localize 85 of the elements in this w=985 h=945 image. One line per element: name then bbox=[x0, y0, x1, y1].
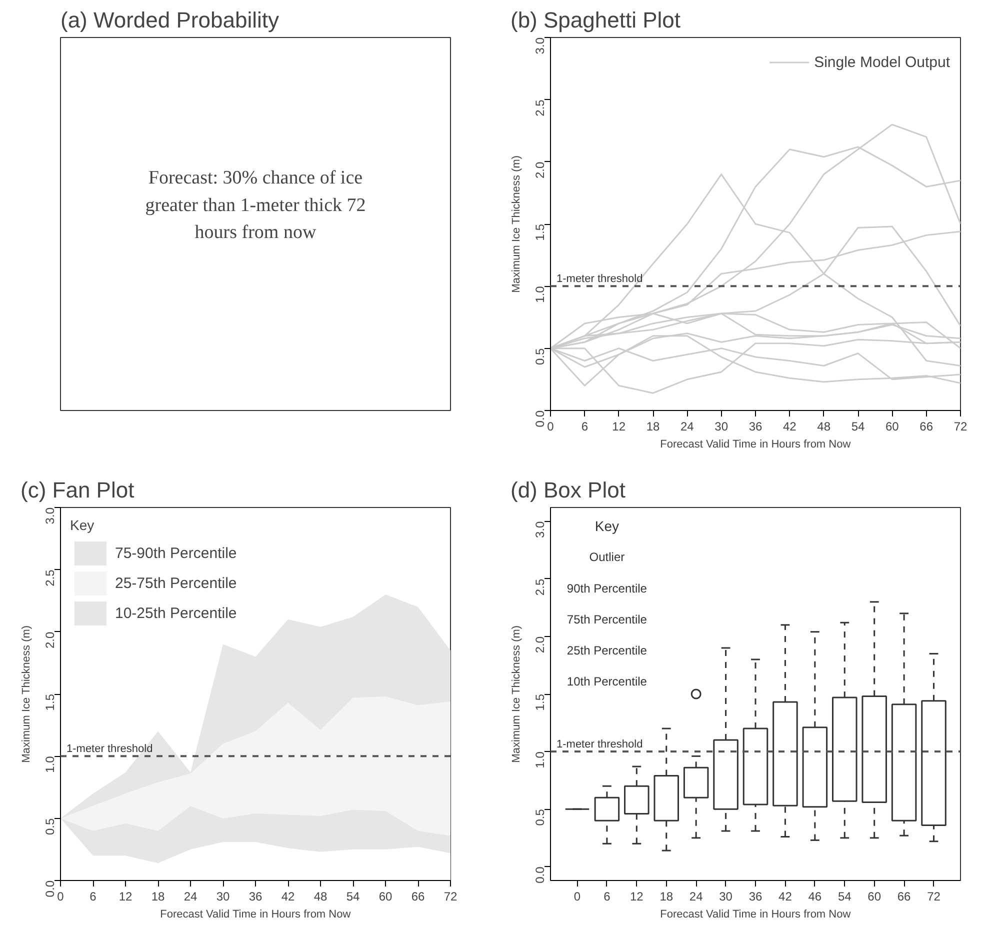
y-tick-label: 0.5 bbox=[43, 818, 57, 836]
x-tick-label: 60 bbox=[378, 890, 392, 904]
x-tick-label: 66 bbox=[897, 890, 912, 904]
x-tick-label: 36 bbox=[748, 420, 762, 434]
chart-title: (c) Fan Plot bbox=[20, 478, 134, 502]
x-tick-label: 24 bbox=[184, 890, 198, 904]
x-tick-label: 72 bbox=[444, 890, 458, 904]
x-tick-label: 66 bbox=[920, 420, 934, 434]
chart-title: (b) Spaghetti Plot bbox=[510, 8, 680, 32]
y-tick-label: 2.0 bbox=[533, 636, 547, 654]
ref-line-label: 1-meter threshold bbox=[556, 738, 643, 751]
x-tick-label: 24 bbox=[680, 420, 694, 434]
x-tick-label: 42 bbox=[281, 890, 295, 904]
annotation: 25th Percentile bbox=[566, 643, 648, 658]
x-tick-label: 12 bbox=[630, 890, 644, 904]
y-tick-label: 3.0 bbox=[533, 37, 547, 54]
x-tick-label: 30 bbox=[714, 420, 728, 434]
legend-label: 10-25th Percentile bbox=[115, 604, 237, 622]
text: Forecast: 30% chance of ice greater than 1-meter thick 72 hours from now bbox=[145, 168, 366, 244]
x-tick-label: 48 bbox=[817, 420, 831, 434]
x-tick-label: 6 bbox=[604, 890, 611, 904]
y-tick-label: 1.0 bbox=[43, 756, 57, 773]
x-tick-label: 60 bbox=[868, 890, 882, 904]
chart-title: (d) Box Plot bbox=[510, 478, 626, 502]
x-tick-label: 18 bbox=[151, 890, 165, 904]
y-axis-title: Maximum Ice Thickness (m) bbox=[20, 625, 32, 763]
legend-label: 75-90th Percentile bbox=[115, 544, 237, 562]
y-tick-label: 1.5 bbox=[43, 694, 57, 711]
x-tick-label: 48 bbox=[314, 890, 328, 904]
x-tick-label: 12 bbox=[612, 420, 626, 434]
x-tick-label: 18 bbox=[646, 420, 660, 434]
y-tick-label: 2.0 bbox=[533, 162, 547, 179]
x-axis-title: Forecast Valid Time in Hours from Now bbox=[660, 908, 851, 920]
x-tick-label: 6 bbox=[581, 420, 588, 434]
x-tick-label: 36 bbox=[748, 890, 762, 904]
x-tick-label: 54 bbox=[346, 890, 360, 904]
y-tick-label: 2.5 bbox=[533, 578, 547, 596]
y-axis-title: Maximum Ice Thickness (m) bbox=[510, 625, 522, 763]
annotation: 90th Percentile bbox=[566, 581, 648, 596]
x-tick-label: 42 bbox=[782, 420, 797, 434]
x-tick-label: 66 bbox=[411, 890, 425, 904]
y-axis-title: Maximum Ice Thickness (m) bbox=[510, 155, 522, 293]
x-tick-label: 0 bbox=[574, 890, 581, 904]
x-tick-label: 46 bbox=[808, 890, 822, 904]
y-tick-label: 0.0 bbox=[533, 866, 547, 884]
ref-line-label: 1-meter threshold bbox=[556, 273, 643, 286]
x-axis-title: Forecast Valid Time in Hours from Now bbox=[660, 438, 851, 450]
text: (a) Worded Probability bbox=[60, 8, 279, 32]
x-tick-label: 6 bbox=[90, 890, 97, 904]
y-tick-label: 0.0 bbox=[533, 410, 547, 428]
y-tick-label: 3.0 bbox=[533, 520, 547, 538]
x-tick-label: 72 bbox=[954, 420, 968, 434]
annotation: 10th Percentile bbox=[566, 674, 648, 689]
annotation: Outlier bbox=[589, 550, 625, 564]
y-tick-label: 2.5 bbox=[533, 99, 547, 116]
legend-label: Single Model Output bbox=[814, 54, 950, 70]
x-tick-label: 54 bbox=[851, 420, 865, 434]
annotation: 75th Percentile bbox=[566, 612, 648, 626]
ref-line-label: 1-meter threshold bbox=[66, 743, 153, 756]
y-tick-label: 2.5 bbox=[43, 569, 57, 586]
x-tick-label: 24 bbox=[689, 890, 704, 904]
legend-title: Key bbox=[70, 517, 96, 533]
x-tick-label: 30 bbox=[216, 890, 230, 904]
y-tick-label: 0.0 bbox=[43, 880, 57, 898]
y-tick-label: 1.0 bbox=[533, 286, 547, 303]
x-tick-label: 42 bbox=[778, 890, 792, 904]
x-tick-label: 36 bbox=[248, 890, 262, 904]
x-tick-label: 0 bbox=[57, 890, 64, 904]
x-tick-label: 60 bbox=[885, 420, 900, 434]
x-tick-label: 30 bbox=[719, 890, 733, 904]
y-tick-label: 1.5 bbox=[533, 224, 547, 241]
y-tick-label: 1.0 bbox=[533, 751, 547, 768]
legend-label: 25-75th Percentile bbox=[115, 574, 237, 592]
x-tick-label: 54 bbox=[838, 890, 852, 904]
y-tick-label: 0.5 bbox=[533, 348, 547, 366]
y-tick-label: 1.5 bbox=[533, 694, 547, 711]
x-tick-label: 18 bbox=[660, 890, 674, 904]
annotation: Key bbox=[594, 518, 620, 534]
y-tick-label: 2.0 bbox=[43, 632, 57, 649]
y-tick-label: 3.0 bbox=[43, 507, 57, 524]
x-tick-label: 12 bbox=[118, 890, 132, 904]
x-tick-label: 0 bbox=[547, 420, 554, 434]
y-tick-label: 0.5 bbox=[533, 808, 547, 826]
x-tick-label: 72 bbox=[927, 890, 941, 904]
x-axis-title: Forecast Valid Time in Hours from Now bbox=[160, 908, 351, 920]
